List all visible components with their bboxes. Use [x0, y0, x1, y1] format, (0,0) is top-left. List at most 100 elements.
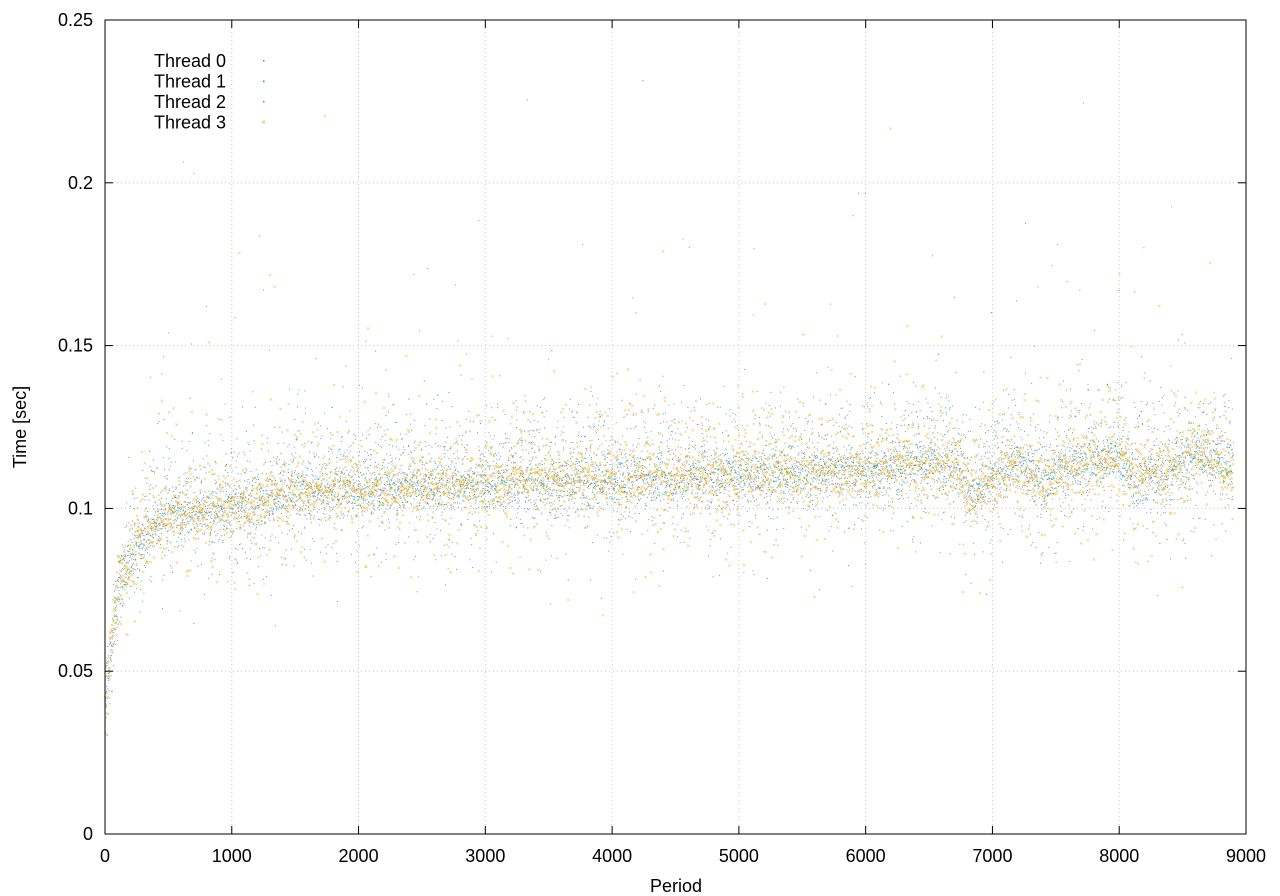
data-point: [211, 504, 213, 506]
data-point: [235, 466, 237, 468]
data-point: [723, 488, 725, 490]
data-point: [641, 475, 643, 477]
data-point: [638, 466, 640, 468]
data-point: [608, 408, 610, 410]
data-point: [107, 645, 109, 647]
data-point: [1084, 479, 1086, 481]
data-point: [253, 440, 255, 442]
data-point: [1054, 450, 1056, 452]
data-point: [770, 499, 772, 501]
data-point: [367, 466, 369, 468]
data-point: [769, 415, 771, 417]
data-point: [117, 640, 119, 642]
data-point: [575, 511, 577, 513]
data-point: [1220, 443, 1222, 445]
data-point: [738, 456, 740, 458]
data-point: [444, 492, 446, 494]
data-point: [701, 489, 703, 491]
data-point: [756, 488, 758, 490]
data-point: [571, 474, 573, 476]
data-point: [718, 469, 720, 471]
data-point: [236, 512, 238, 514]
data-point: [870, 456, 872, 458]
data-point: [619, 448, 621, 450]
data-point: [370, 449, 372, 451]
data-point: [582, 497, 584, 499]
data-point: [642, 80, 644, 82]
data-point: [145, 507, 147, 509]
data-point: [976, 483, 978, 485]
data-point: [826, 478, 828, 480]
data-point: [793, 468, 795, 470]
data-point: [1029, 460, 1031, 462]
data-point: [1016, 447, 1018, 449]
data-point: [785, 410, 787, 412]
data-point: [200, 468, 202, 470]
data-point: [349, 475, 351, 477]
data-point: [1060, 464, 1062, 466]
data-point: [828, 481, 830, 483]
data-point: [786, 471, 788, 473]
data-point: [630, 428, 632, 430]
data-point: [1193, 451, 1195, 453]
data-point: [321, 494, 323, 496]
data-point: [369, 495, 371, 497]
data-point: [705, 507, 707, 509]
data-point: [1076, 450, 1078, 452]
data-point: [114, 580, 116, 582]
data-point: [422, 489, 424, 491]
data-point: [322, 475, 324, 477]
data-point: [309, 462, 311, 464]
data-point: [726, 501, 728, 503]
data-point: [662, 474, 664, 476]
data-point: [374, 471, 376, 473]
data-point: [226, 527, 228, 529]
data-point: [1135, 505, 1137, 507]
data-point: [569, 457, 571, 459]
data-point: [685, 469, 687, 471]
data-point: [517, 508, 519, 510]
data-point: [311, 470, 313, 472]
data-point: [394, 422, 396, 424]
data-point: [816, 448, 818, 450]
data-point: [628, 487, 630, 489]
data-point: [1121, 384, 1123, 386]
data-point: [436, 408, 438, 410]
data-point: [1192, 475, 1194, 477]
data-point: [811, 421, 813, 423]
data-point: [696, 506, 698, 508]
data-point: [851, 426, 853, 428]
data-point: [763, 462, 765, 464]
data-point: [482, 482, 484, 484]
data-point: [1051, 265, 1053, 267]
data-point: [620, 466, 622, 468]
data-point: [439, 486, 441, 488]
data-point: [302, 483, 304, 485]
data-point: [737, 429, 739, 431]
data-point: [333, 527, 335, 529]
data-point: [646, 457, 648, 459]
data-point: [242, 548, 244, 550]
data-point: [126, 583, 128, 585]
data-point: [624, 492, 626, 494]
data-point: [1208, 403, 1210, 405]
data-point: [457, 506, 459, 508]
data-point: [114, 641, 116, 643]
data-point: [144, 477, 146, 479]
data-point: [372, 553, 374, 555]
data-point: [1133, 475, 1135, 477]
data-point: [496, 454, 498, 456]
data-point: [110, 641, 112, 643]
data-point: [860, 471, 862, 473]
data-point: [887, 487, 889, 489]
data-point: [190, 502, 192, 504]
data-point: [742, 479, 744, 481]
data-point: [440, 491, 442, 493]
data-point: [948, 440, 950, 442]
data-point: [448, 486, 450, 488]
data-point: [482, 453, 484, 455]
data-point: [832, 447, 834, 449]
data-point: [836, 466, 838, 468]
data-point: [249, 494, 251, 496]
data-point: [676, 500, 678, 502]
